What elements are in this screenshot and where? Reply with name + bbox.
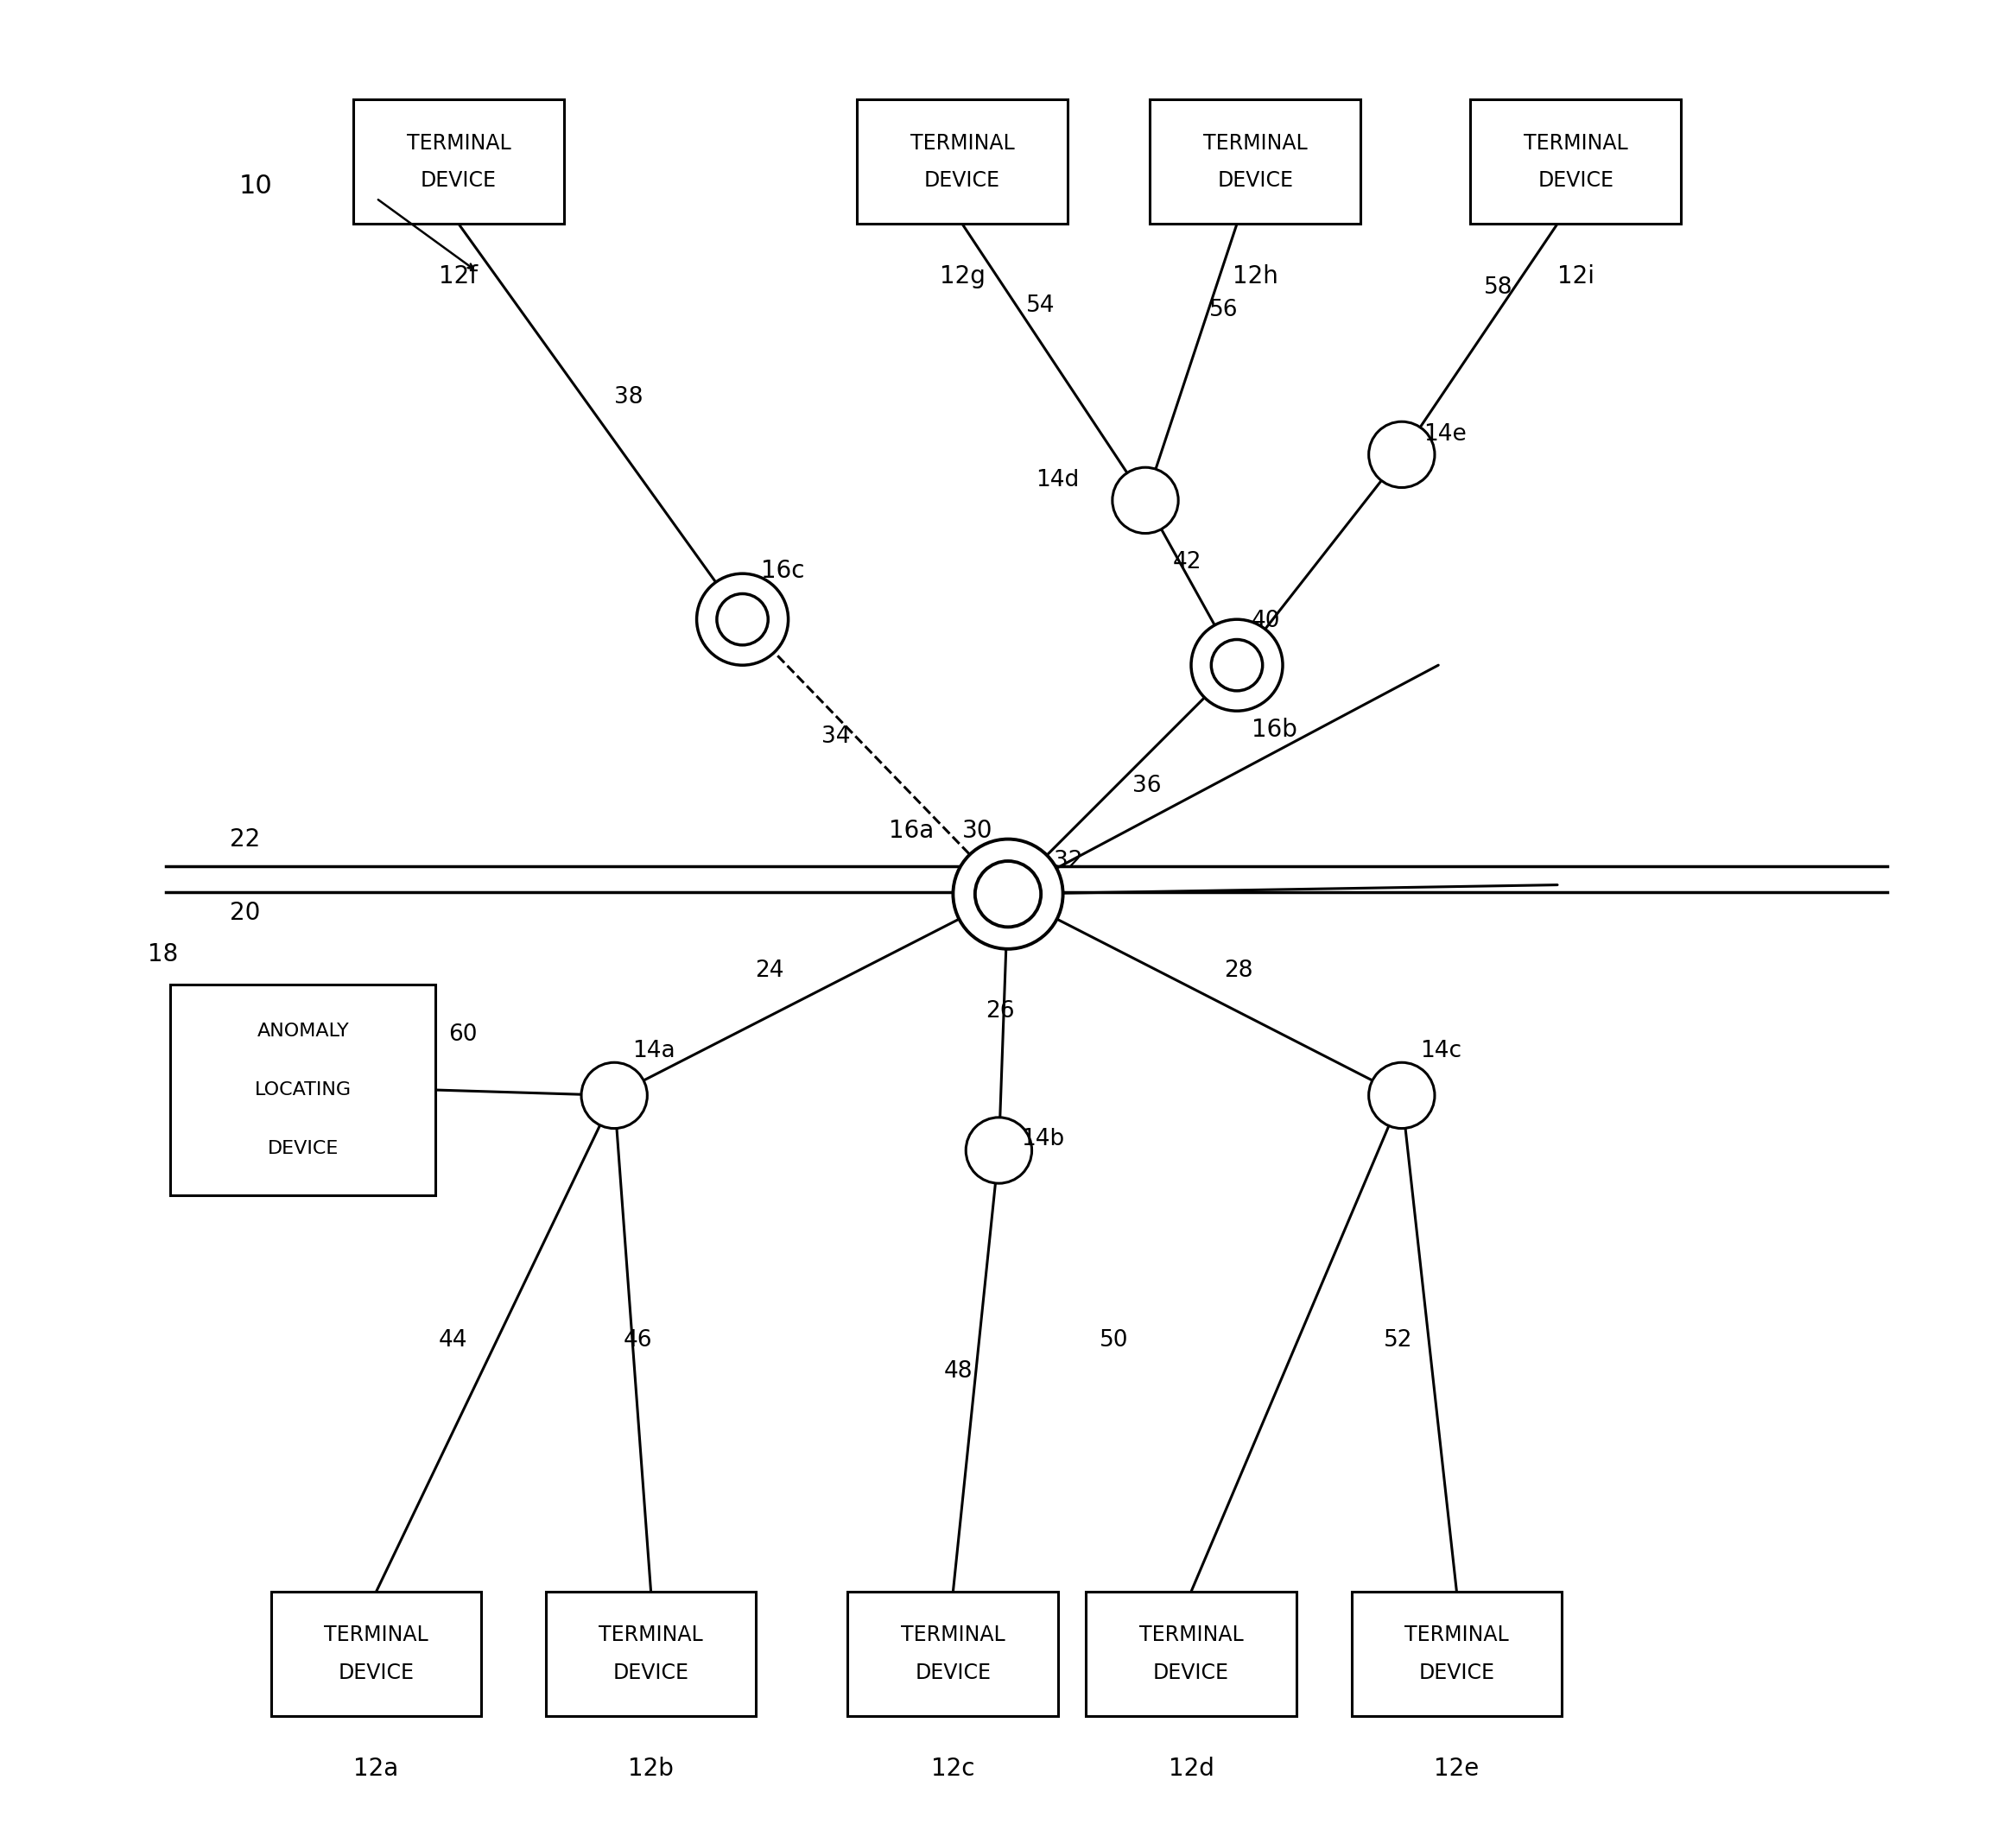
Text: 10: 10 — [238, 173, 272, 199]
Text: 18: 18 — [147, 942, 177, 966]
FancyBboxPatch shape — [1470, 100, 1681, 223]
FancyBboxPatch shape — [849, 1592, 1058, 1716]
Text: 32: 32 — [1054, 850, 1083, 872]
Text: 14d: 14d — [1036, 468, 1079, 492]
Text: 16c: 16c — [760, 558, 804, 582]
FancyBboxPatch shape — [1149, 100, 1361, 223]
Circle shape — [966, 1117, 1032, 1183]
Text: 12d: 12d — [1169, 1756, 1214, 1780]
Circle shape — [718, 593, 768, 645]
Text: 16a: 16a — [889, 818, 933, 842]
Text: 30: 30 — [962, 818, 994, 842]
Text: TERMINAL: TERMINAL — [599, 1626, 704, 1646]
Text: 16b: 16b — [1252, 719, 1296, 743]
FancyBboxPatch shape — [169, 984, 435, 1196]
Text: 24: 24 — [756, 960, 784, 982]
Text: DEVICE: DEVICE — [1153, 1662, 1230, 1683]
Text: 42: 42 — [1173, 551, 1202, 573]
Text: 14a: 14a — [633, 1039, 675, 1062]
Circle shape — [1191, 619, 1282, 711]
Text: 60: 60 — [448, 1023, 478, 1047]
Text: 12h: 12h — [1232, 264, 1278, 288]
Circle shape — [976, 861, 1040, 927]
Text: TERMINAL: TERMINAL — [1405, 1626, 1508, 1646]
Text: TERMINAL: TERMINAL — [1139, 1626, 1244, 1646]
Text: DEVICE: DEVICE — [915, 1662, 992, 1683]
Text: TERMINAL: TERMINAL — [325, 1626, 427, 1646]
Circle shape — [698, 573, 788, 665]
Text: TERMINAL: TERMINAL — [1204, 133, 1306, 153]
Text: 12g: 12g — [939, 264, 986, 288]
Text: DEVICE: DEVICE — [1218, 170, 1292, 190]
Text: 22: 22 — [230, 828, 260, 851]
Text: 54: 54 — [1026, 295, 1054, 317]
Text: 52: 52 — [1383, 1329, 1413, 1351]
Text: DEVICE: DEVICE — [923, 170, 1000, 190]
Text: 14b: 14b — [1020, 1128, 1064, 1150]
Text: 26: 26 — [986, 999, 1014, 1023]
Text: DEVICE: DEVICE — [421, 170, 496, 190]
Text: TERMINAL: TERMINAL — [407, 133, 510, 153]
Text: 20: 20 — [230, 901, 260, 925]
Circle shape — [954, 839, 1062, 949]
Text: DEVICE: DEVICE — [268, 1141, 339, 1157]
Text: DEVICE: DEVICE — [1538, 170, 1613, 190]
Text: DEVICE: DEVICE — [1419, 1662, 1494, 1683]
Text: 14c: 14c — [1419, 1039, 1462, 1062]
Text: 12f: 12f — [439, 264, 478, 288]
Text: 14e: 14e — [1423, 424, 1468, 446]
Text: 28: 28 — [1224, 960, 1254, 982]
Text: 50: 50 — [1099, 1329, 1129, 1351]
Text: 56: 56 — [1210, 299, 1238, 321]
Text: DEVICE: DEVICE — [339, 1662, 413, 1683]
FancyBboxPatch shape — [857, 100, 1068, 223]
Text: 12e: 12e — [1433, 1756, 1480, 1780]
Text: 38: 38 — [615, 387, 643, 409]
Text: DEVICE: DEVICE — [613, 1662, 689, 1683]
Text: 12b: 12b — [629, 1756, 673, 1780]
Text: 34: 34 — [821, 724, 851, 748]
FancyBboxPatch shape — [1087, 1592, 1296, 1716]
Circle shape — [581, 1062, 647, 1128]
Text: 12i: 12i — [1556, 264, 1595, 288]
Text: TERMINAL: TERMINAL — [909, 133, 1014, 153]
FancyBboxPatch shape — [546, 1592, 756, 1716]
Circle shape — [1369, 1062, 1435, 1128]
Text: 48: 48 — [943, 1360, 974, 1382]
Circle shape — [1113, 468, 1177, 533]
Text: LOCATING: LOCATING — [254, 1082, 351, 1098]
FancyBboxPatch shape — [1351, 1592, 1562, 1716]
Text: 58: 58 — [1484, 276, 1514, 299]
Text: 36: 36 — [1133, 774, 1161, 796]
Text: 40: 40 — [1252, 610, 1280, 632]
Text: ANOMALY: ANOMALY — [256, 1023, 349, 1039]
Text: 12a: 12a — [353, 1756, 399, 1780]
Text: 46: 46 — [623, 1329, 653, 1351]
Text: TERMINAL: TERMINAL — [1524, 133, 1627, 153]
FancyBboxPatch shape — [270, 1592, 482, 1716]
Text: 44: 44 — [439, 1329, 468, 1351]
Circle shape — [1369, 422, 1435, 488]
FancyBboxPatch shape — [353, 100, 564, 223]
Text: TERMINAL: TERMINAL — [901, 1626, 1006, 1646]
Text: 12c: 12c — [931, 1756, 976, 1780]
Circle shape — [1212, 640, 1262, 691]
